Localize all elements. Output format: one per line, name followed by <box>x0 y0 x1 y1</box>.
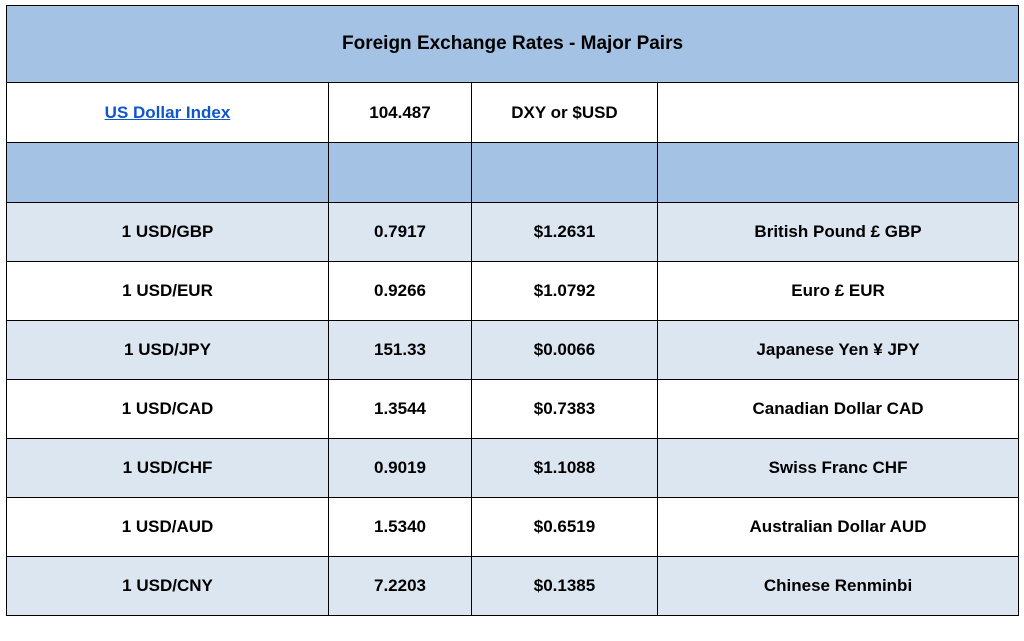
table-row: 1 USD/JPY 151.33 $0.0066 Japanese Yen ¥ … <box>6 320 1020 380</box>
table-row: 1 USD/AUD 1.5340 $0.6519 Australian Doll… <box>6 497 1020 557</box>
table-row: 1 USD/EUR 0.9266 $1.0792 Euro £ EUR <box>6 261 1020 321</box>
table-row: 1 USD/CNY 7.2203 $0.1385 Chinese Renminb… <box>6 556 1020 616</box>
currency-name-cell: Swiss Franc CHF <box>656 438 1020 498</box>
usd-value-cell: $0.7383 <box>471 379 658 439</box>
table-row: 1 USD/CAD 1.3544 $0.7383 Canadian Dollar… <box>6 379 1020 439</box>
currency-name-cell: Chinese Renminbi <box>656 556 1020 616</box>
table-row: 1 USD/CHF 0.9019 $1.1088 Swiss Franc CHF <box>6 438 1020 498</box>
dollar-index-note <box>656 82 1020 143</box>
spacer-row <box>6 142 1020 203</box>
currency-name-cell: Canadian Dollar CAD <box>656 379 1020 439</box>
rate-cell: 0.9266 <box>328 261 472 321</box>
dollar-index-name-cell: US Dollar Index <box>6 82 329 143</box>
usd-value-cell: $0.1385 <box>471 556 658 616</box>
rate-cell: 1.3544 <box>328 379 472 439</box>
currency-name-cell: British Pound £ GBP <box>656 202 1020 262</box>
usd-value-cell: $1.2631 <box>471 202 658 262</box>
spacer-cell <box>328 142 472 203</box>
fx-rates-table: Foreign Exchange Rates - Major Pairs US … <box>5 5 1020 616</box>
currency-name-cell: Euro £ EUR <box>656 261 1020 321</box>
rate-cell: 7.2203 <box>328 556 472 616</box>
table-row: 1 USD/GBP 0.7917 $1.2631 British Pound £… <box>6 202 1020 262</box>
usd-value-cell: $0.0066 <box>471 320 658 380</box>
usd-value-cell: $1.0792 <box>471 261 658 321</box>
table-title-row: Foreign Exchange Rates - Major Pairs <box>5 5 1020 83</box>
pair-cell: 1 USD/CAD <box>6 379 329 439</box>
rate-cell: 1.5340 <box>328 497 472 557</box>
usd-value-cell: $0.6519 <box>471 497 658 557</box>
rate-cell: 151.33 <box>328 320 472 380</box>
spacer-cell <box>6 142 329 203</box>
pair-cell: 1 USD/GBP <box>6 202 329 262</box>
dollar-index-row: US Dollar Index 104.487 DXY or $USD <box>6 82 1020 143</box>
usd-value-cell: $1.1088 <box>471 438 658 498</box>
currency-name-cell: Japanese Yen ¥ JPY <box>656 320 1020 380</box>
pair-cell: 1 USD/EUR <box>6 261 329 321</box>
rate-cell: 0.7917 <box>328 202 472 262</box>
spacer-cell <box>471 142 658 203</box>
pair-cell: 1 USD/CHF <box>6 438 329 498</box>
pair-cell: 1 USD/CNY <box>6 556 329 616</box>
dollar-index-link[interactable]: US Dollar Index <box>104 102 231 122</box>
pair-cell: 1 USD/JPY <box>6 320 329 380</box>
spacer-cell <box>656 142 1020 203</box>
pair-cell: 1 USD/AUD <box>6 497 329 557</box>
table-title: Foreign Exchange Rates - Major Pairs <box>5 5 1020 83</box>
rate-cell: 0.9019 <box>328 438 472 498</box>
dollar-index-value: 104.487 <box>328 82 472 143</box>
currency-name-cell: Australian Dollar AUD <box>656 497 1020 557</box>
dollar-index-symbol: DXY or $USD <box>471 82 658 143</box>
